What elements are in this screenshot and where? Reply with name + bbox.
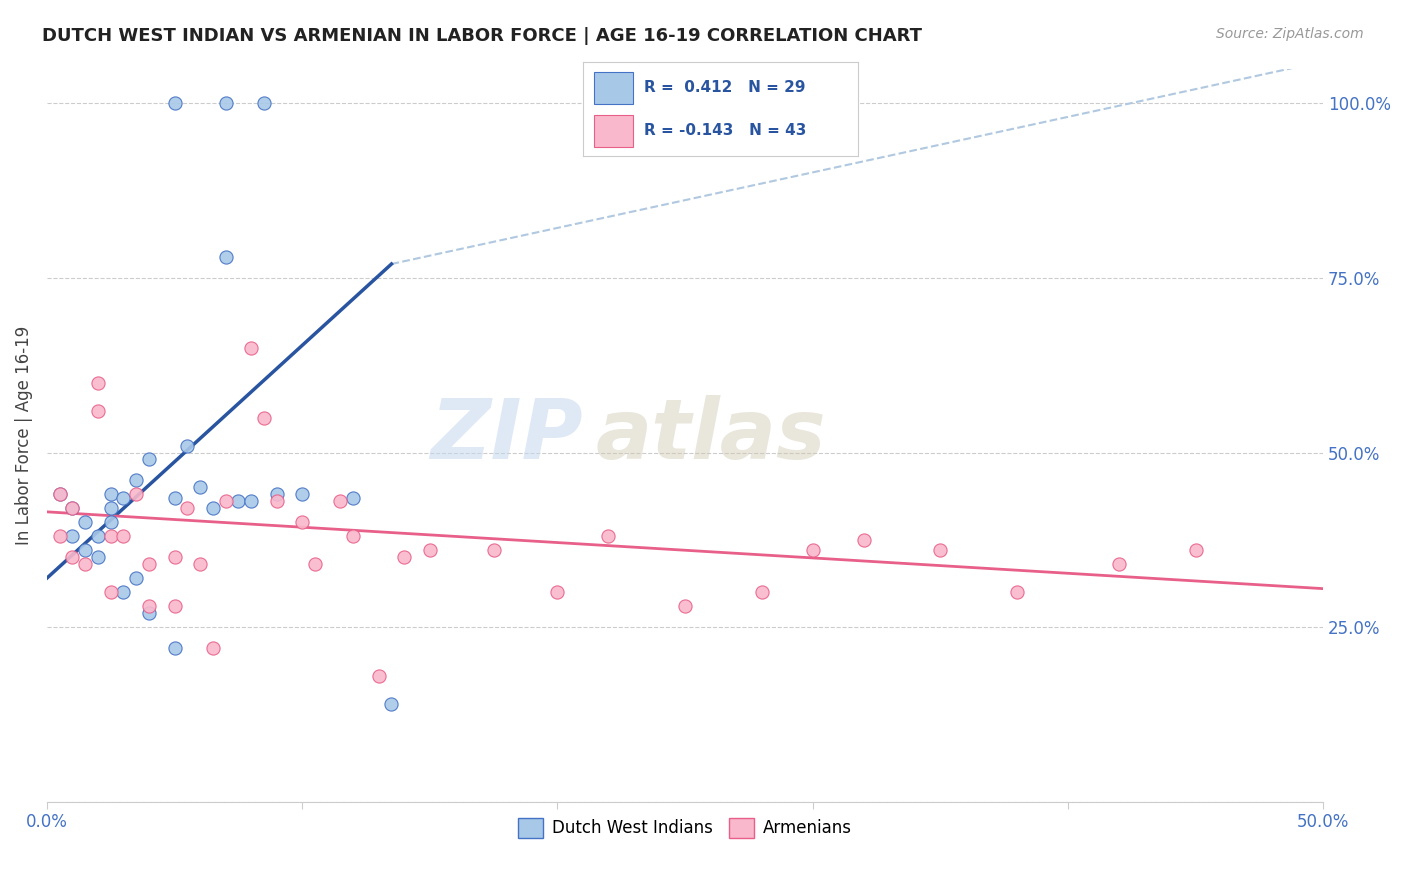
- Point: [138, 599, 160, 613]
- Point: [138, 558, 160, 572]
- Point: [852, 533, 875, 547]
- Point: [48, 487, 70, 501]
- Point: [100, 487, 122, 501]
- Point: [62, 529, 84, 543]
- Point: [291, 487, 314, 501]
- Point: [201, 640, 224, 655]
- Point: [112, 529, 135, 543]
- Point: [87, 529, 110, 543]
- Text: atlas: atlas: [596, 394, 827, 475]
- Point: [125, 487, 148, 501]
- Point: [100, 529, 122, 543]
- Point: [163, 96, 186, 111]
- Point: [188, 558, 211, 572]
- Point: [125, 571, 148, 585]
- Point: [1005, 585, 1028, 599]
- Point: [100, 516, 122, 530]
- Point: [342, 491, 364, 505]
- Point: [48, 529, 70, 543]
- Text: ZIP: ZIP: [430, 394, 583, 475]
- Point: [228, 494, 250, 508]
- Point: [751, 585, 773, 599]
- Point: [1184, 543, 1206, 558]
- Point: [240, 341, 263, 355]
- Point: [163, 599, 186, 613]
- Point: [214, 250, 236, 264]
- Point: [163, 640, 186, 655]
- Point: [188, 480, 211, 494]
- Point: [214, 96, 236, 111]
- Point: [598, 529, 620, 543]
- Point: [163, 491, 186, 505]
- Point: [100, 585, 122, 599]
- Point: [48, 487, 70, 501]
- Point: [75, 558, 97, 572]
- Point: [201, 501, 224, 516]
- Legend: Dutch West Indians, Armenians: Dutch West Indians, Armenians: [512, 811, 858, 845]
- Point: [419, 543, 441, 558]
- Point: [87, 376, 110, 390]
- Point: [801, 543, 824, 558]
- Point: [291, 516, 314, 530]
- Point: [367, 669, 389, 683]
- Point: [87, 403, 110, 417]
- Point: [929, 543, 952, 558]
- Point: [138, 452, 160, 467]
- Point: [329, 494, 352, 508]
- Point: [214, 494, 236, 508]
- Point: [62, 501, 84, 516]
- Point: [304, 558, 326, 572]
- Point: [112, 585, 135, 599]
- Point: [62, 501, 84, 516]
- Point: [380, 697, 402, 711]
- Point: [176, 501, 198, 516]
- Point: [253, 96, 276, 111]
- Point: [240, 494, 263, 508]
- Y-axis label: In Labor Force | Age 16-19: In Labor Force | Age 16-19: [15, 326, 32, 545]
- Point: [138, 606, 160, 620]
- Bar: [595, 72, 633, 103]
- Point: [342, 529, 364, 543]
- Point: [546, 585, 568, 599]
- Point: [87, 550, 110, 565]
- Point: [125, 474, 148, 488]
- Point: [112, 491, 135, 505]
- Point: [62, 550, 84, 565]
- Point: [266, 494, 288, 508]
- Point: [482, 543, 505, 558]
- Point: [253, 410, 276, 425]
- Point: [1108, 558, 1130, 572]
- Text: R = -0.143   N = 43: R = -0.143 N = 43: [644, 123, 806, 138]
- Point: [75, 543, 97, 558]
- Point: [100, 501, 122, 516]
- Point: [75, 516, 97, 530]
- Bar: [595, 115, 633, 147]
- Point: [394, 550, 416, 565]
- Text: DUTCH WEST INDIAN VS ARMENIAN IN LABOR FORCE | AGE 16-19 CORRELATION CHART: DUTCH WEST INDIAN VS ARMENIAN IN LABOR F…: [42, 27, 922, 45]
- Point: [266, 487, 288, 501]
- Text: Source: ZipAtlas.com: Source: ZipAtlas.com: [1216, 27, 1364, 41]
- Point: [673, 599, 696, 613]
- Point: [176, 438, 198, 452]
- Point: [163, 550, 186, 565]
- Text: R =  0.412   N = 29: R = 0.412 N = 29: [644, 80, 806, 95]
